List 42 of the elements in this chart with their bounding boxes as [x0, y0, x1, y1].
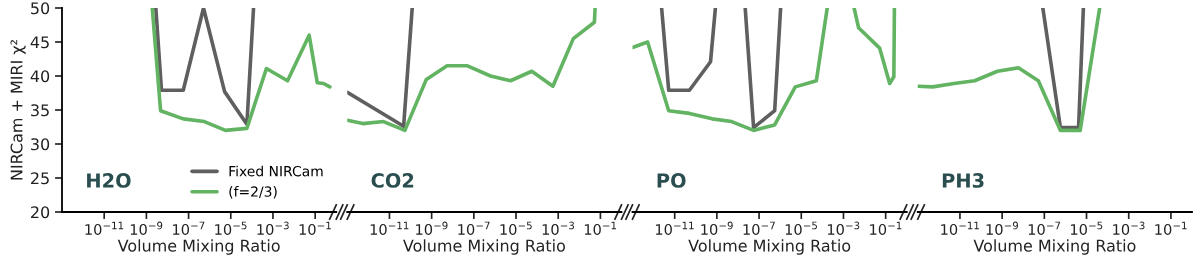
x-axis-title: Volume Mixing Ratio: [403, 239, 565, 255]
x-tick-label: 10$^{−3}$: [827, 221, 860, 235]
text: PO: [657, 173, 686, 188]
x-tick-label: 10$^{−7}$: [1028, 221, 1061, 235]
x-tick-label: 10$^{−5}$: [215, 221, 247, 235]
x-tick-label: 10$^{−9}$: [986, 221, 1019, 235]
y-tick-label: 40: [30, 70, 50, 83]
legend-label: Fixed NIRCam: [229, 165, 323, 177]
x-tick-label: 10$^{−9}$: [130, 221, 163, 235]
x-tick-label: 10$^{−3}$: [1113, 221, 1145, 235]
y-axis-title: NIRCam + MIRI χ²: [10, 40, 26, 180]
legend-label: (f=2/3): [229, 186, 277, 199]
x-axis-title: Volume Mixing Ratio: [117, 239, 280, 255]
x-tick-label: 10$^{−1}$: [870, 221, 902, 235]
x-tick-label: 10$^{−9}$: [416, 221, 448, 235]
x-tick-label: 10$^{−9}$: [701, 221, 733, 235]
y-tick-label: 30: [31, 138, 50, 151]
y-tick-label: 50: [31, 2, 50, 15]
x-tick-label: 10$^{−5}$: [1070, 221, 1103, 235]
y-tick-label: 45: [30, 36, 49, 49]
y-tick-label: 20: [31, 206, 50, 219]
x-axis-title: Volume Mixing Ratio: [688, 239, 851, 255]
x-tick-label: 10$^{−11}$: [941, 221, 979, 235]
text: PH3: [942, 173, 984, 188]
x-axis-title: Volume Mixing Ratio: [973, 239, 1136, 255]
y-tick-label: 35: [31, 104, 49, 117]
x-tick-label: 10$^{−11}$: [655, 221, 694, 235]
x-tick-label: 10$^{−5}$: [500, 221, 532, 235]
x-tick-label: 10$^{−7}$: [458, 221, 490, 235]
x-tick-label: 10$^{−1}$: [1155, 221, 1187, 235]
x-tick-label: 10$^{−5}$: [785, 221, 817, 235]
x-tick-label: 10$^{−11}$: [85, 221, 124, 235]
x-tick-label: 10$^{−3}$: [542, 221, 574, 235]
x-tick-label: 10$^{−3}$: [257, 221, 289, 235]
x-tick-label: 10$^{−7}$: [743, 221, 775, 235]
x-tick-label: 10$^{−1}$: [584, 221, 617, 235]
text: CO2: [371, 173, 414, 188]
x-tick-label: 10$^{−11}$: [370, 221, 409, 235]
x-tick-label: 10$^{−1}$: [299, 221, 331, 235]
text: H2O: [87, 173, 131, 188]
x-tick-label: 10$^{−7}$: [173, 221, 205, 235]
y-tick-label: 25: [31, 172, 49, 185]
